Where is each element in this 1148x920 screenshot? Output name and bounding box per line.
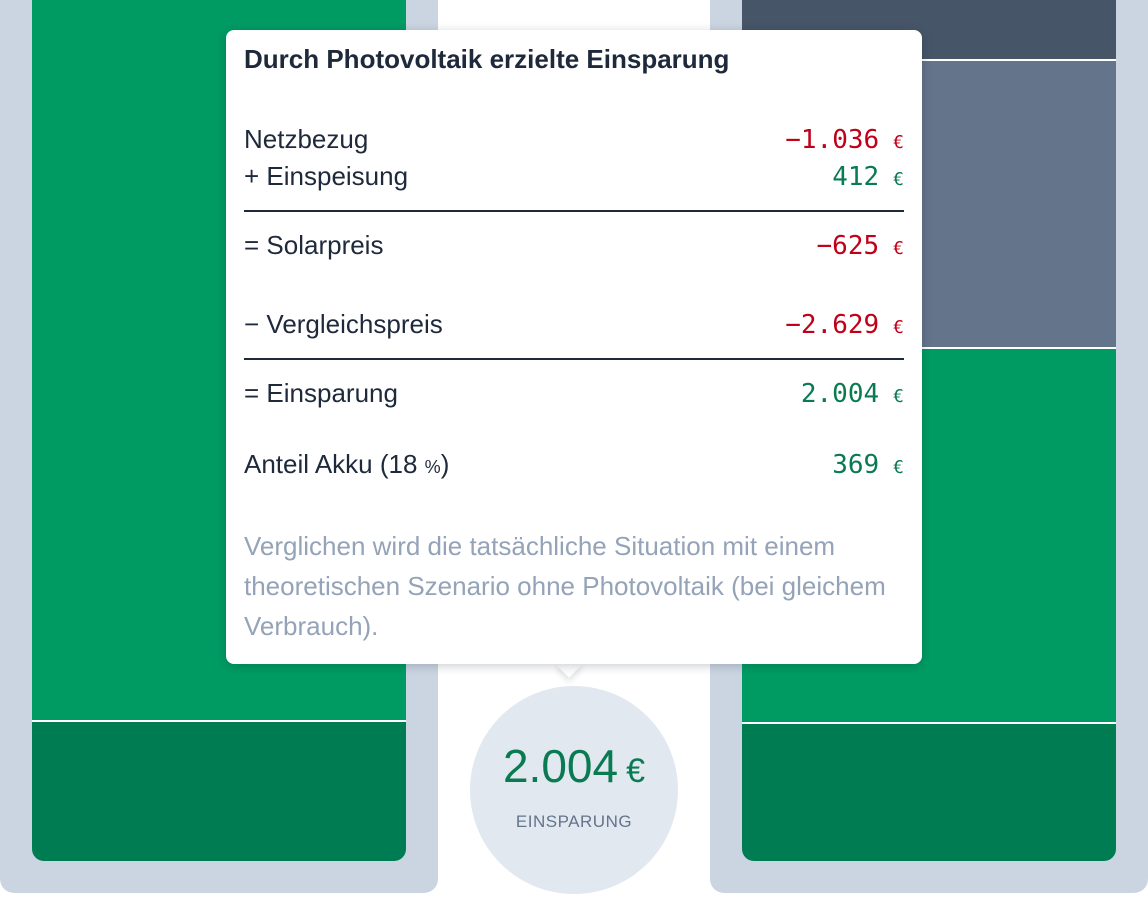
- row-akku-currency: €: [893, 457, 904, 478]
- row-vergleichspreis-value: −2.629: [785, 310, 880, 340]
- row-vergleichspreis-amount: −2.629 €: [785, 309, 904, 340]
- row-netzbezug-amount: −1.036 €: [785, 124, 904, 155]
- badge-label: EINSPARUNG: [515, 811, 633, 831]
- divider-2: [244, 358, 904, 360]
- divider-1: [244, 210, 904, 212]
- row-vergleichspreis-label: − Vergleichspreis: [244, 309, 443, 339]
- row-vergleichspreis: − Vergleichspreis −2.629 €: [244, 309, 904, 340]
- row-vergleichspreis-currency: €: [893, 317, 904, 338]
- badge-value: 2.004: [502, 739, 619, 792]
- row-netzbezug-value: −1.036: [785, 125, 880, 155]
- row-einsparung: = Einsparung 2.004 €: [244, 378, 904, 409]
- row-solarpreis-currency: €: [893, 238, 904, 259]
- row-einspeisung-currency: €: [893, 169, 904, 190]
- badge-value-line: 2.004 €: [503, 739, 645, 798]
- row-akku-label-suffix: ): [440, 449, 450, 479]
- row-solarpreis: = Solarpreis −625 €: [244, 230, 904, 261]
- tooltip-title: Durch Photovoltaik erzielte Einsparung: [244, 44, 730, 74]
- row-akku: Anteil Akku (18 %) 369 €: [244, 449, 904, 480]
- row-akku-value: 369: [832, 450, 880, 480]
- row-netzbezug-currency: €: [893, 132, 904, 153]
- row-einspeisung-value: 412: [832, 162, 880, 192]
- savings-tooltip: Durch Photovoltaik erzielte Einsparung N…: [226, 30, 922, 664]
- left-bar-segment-bottom[interactable]: [32, 720, 406, 861]
- row-einsparung-label: = Einsparung: [244, 378, 398, 408]
- row-akku-percent: 18: [388, 449, 418, 479]
- row-einsparung-amount: 2.004 €: [801, 378, 904, 409]
- row-solarpreis-value: −625: [816, 231, 880, 261]
- row-netzbezug-label: Netzbezug: [244, 124, 369, 154]
- row-einsparung-value: 2.004: [800, 379, 880, 409]
- row-einspeisung-amount: 412 €: [832, 161, 904, 192]
- row-akku-amount: 369 €: [832, 449, 904, 480]
- right-bar-segment-4[interactable]: [742, 722, 1116, 861]
- row-akku-label-prefix: Anteil Akku (: [244, 449, 389, 479]
- right-stacked-bar: [742, 0, 1116, 861]
- row-akku-label: Anteil Akku (18 %): [244, 449, 449, 480]
- badge-currency: €: [626, 751, 646, 790]
- row-einspeisung: + Einspeisung 412 €: [244, 161, 904, 192]
- row-solarpreis-amount: −625 €: [817, 230, 904, 261]
- savings-badge[interactable]: 2.004 € EINSPARUNG: [470, 686, 678, 894]
- tooltip-note: Verglichen wird die tatsächliche Situati…: [244, 531, 886, 641]
- row-einsparung-currency: €: [893, 386, 904, 407]
- row-solarpreis-label: = Solarpreis: [244, 230, 384, 260]
- row-netzbezug: Netzbezug −1.036 €: [244, 124, 904, 155]
- row-einspeisung-label: + Einspeisung: [244, 161, 409, 191]
- row-akku-percent-unit: %: [424, 457, 441, 477]
